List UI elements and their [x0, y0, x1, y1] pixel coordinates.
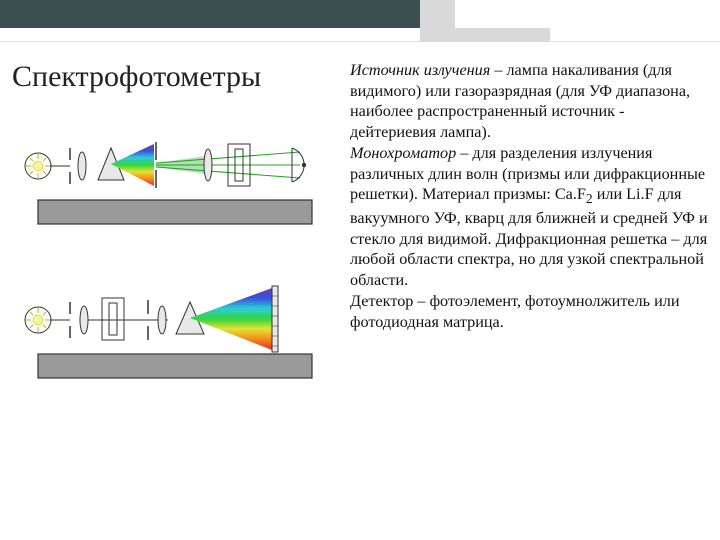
- band-grey: [420, 0, 455, 28]
- paragraph-source: Источник излучения – лампа накаливания (…: [350, 60, 710, 143]
- term-mono: Монохроматор: [350, 144, 456, 162]
- subband-grey: [420, 28, 550, 42]
- paragraph-detector: Детектор – фотоэлемент, фотоумнолжитель …: [350, 291, 710, 332]
- diagram-single-beam: [20, 112, 322, 232]
- band-dark: [0, 0, 420, 28]
- subband-3: [550, 28, 720, 42]
- right-text: Источник излучения – лампа накаливания (…: [350, 60, 716, 420]
- single-beam-svg: [20, 112, 322, 232]
- header-band: [0, 0, 720, 28]
- header-subband: [0, 28, 720, 42]
- term-source: Источник излучения: [350, 61, 490, 79]
- subband-1: [0, 28, 420, 42]
- diagram-diode-array: [20, 266, 322, 386]
- sub-caf2: 2: [586, 192, 593, 207]
- diode-array-svg: [20, 266, 322, 386]
- left-column: Спектрофотометры: [12, 60, 342, 420]
- page-title: Спектрофотометры: [12, 60, 342, 94]
- content-row: Спектрофотометры: [0, 42, 720, 420]
- band-white: [455, 0, 720, 28]
- paragraph-monochromator: Монохроматор – для разделения излучения …: [350, 143, 710, 291]
